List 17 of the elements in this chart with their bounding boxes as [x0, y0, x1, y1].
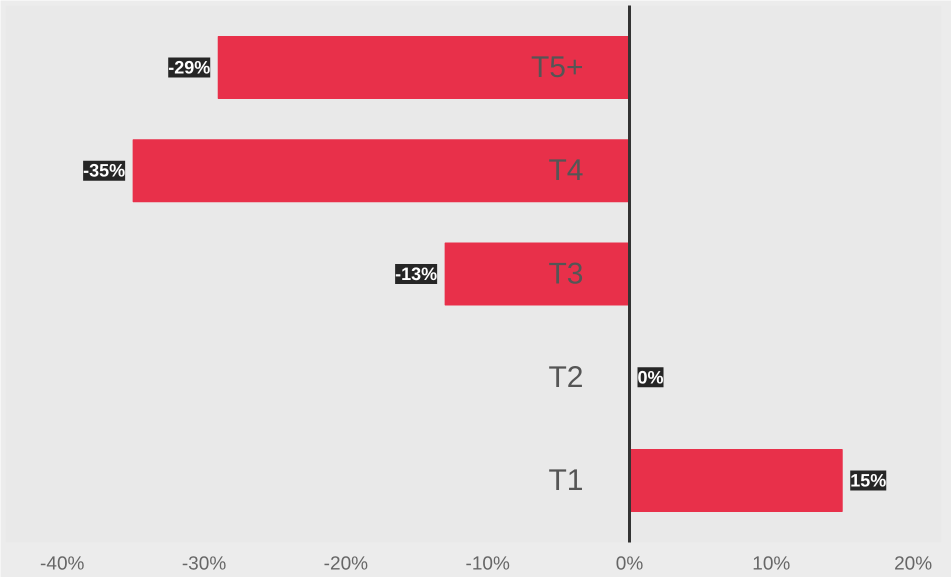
data-label: -35% — [83, 160, 126, 181]
data-label: 15% — [850, 470, 886, 491]
x-tick-label: 20% — [894, 554, 932, 574]
y-tick-label: T4 — [548, 154, 584, 188]
x-tick-label: -40% — [40, 554, 85, 574]
y-tick-label: T3 — [548, 258, 584, 290]
x-tick-label: -20% — [324, 554, 368, 574]
x-tick-label: -10% — [466, 554, 510, 574]
data-label: -13% — [395, 264, 438, 284]
data-label: -29% — [168, 57, 210, 78]
x-tick-label: -30% — [182, 554, 226, 574]
x-tick-label: 0% — [616, 554, 644, 574]
y-tick-label: T5+ — [530, 50, 584, 84]
x-tick-label: 10% — [752, 554, 790, 574]
y-tick-label: T2 — [548, 360, 584, 394]
data-label: 0% — [638, 367, 664, 388]
y-tick-label: T1 — [548, 464, 584, 498]
